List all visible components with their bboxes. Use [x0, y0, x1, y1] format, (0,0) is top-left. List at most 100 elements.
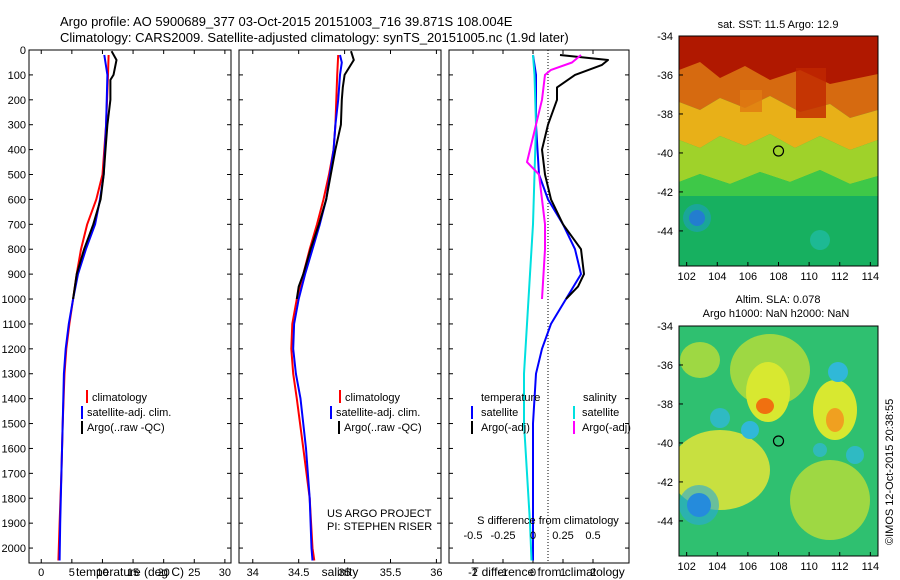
legend-satellite-label: satellite-adj. clim. [336, 407, 420, 419]
map-lon-tick-label: 110 [800, 561, 818, 573]
series-line-satellite-adj-clim- [58, 54, 109, 561]
x-tick-label: 34 [247, 567, 259, 579]
x-tick-label: 35 [338, 567, 350, 579]
salinity-legend: climatology satellite-adj. clim. Argo(..… [330, 390, 422, 434]
imos-credit: ©IMOS 12-Oct-2015 20:38:55 [884, 399, 896, 545]
depth-tick-label: 200 [8, 95, 26, 107]
temperature-difference-axis-label: T difference from climatology [471, 565, 625, 579]
salinity-difference-tick-label: 0.5 [585, 530, 600, 542]
legend-sal-argo-label: Argo(-adj) [582, 422, 631, 434]
x-tick-label: 0 [38, 567, 44, 579]
map-lat-tick-label: -42 [657, 187, 673, 199]
salinity-series [290, 50, 355, 561]
sla-map-axis-ticks: 102 104 106 108 110 112 114 -34 -36 -38 -40 -42 -44 [657, 321, 879, 573]
depth-tick-label: 100 [8, 70, 26, 82]
legend-satellite-label: satellite-adj. clim. [87, 407, 171, 419]
legend-temp-satellite-label: satellite [481, 407, 518, 419]
depth-tick-label: 600 [8, 194, 26, 206]
x-tick-label: 2 [590, 567, 596, 579]
depth-tick-label: 2000 [2, 543, 26, 555]
x-tick-label: 5 [69, 567, 75, 579]
map-lon-tick-label: 104 [708, 271, 726, 283]
x-tick-label: 20 [158, 567, 170, 579]
legend-sal-satellite-label: satellite [582, 407, 619, 419]
series-line-satellite [523, 54, 537, 561]
depth-tick-label: 500 [8, 170, 26, 182]
depth-tick-label: 800 [8, 244, 26, 256]
depth-tick-label: 1400 [2, 394, 26, 406]
series-line-satellite-adj-clim- [292, 54, 343, 561]
map-lon-tick-label: 108 [769, 561, 787, 573]
difference-plot-frame [448, 49, 630, 564]
depth-tick-label: 0 [20, 45, 26, 57]
series-line-satellite [532, 54, 582, 561]
map-lon-tick-label: 108 [769, 271, 787, 283]
sla-map-subtitle: Argo h1000: NaN h2000: NaN [703, 308, 850, 320]
temperature-axis-ticks: 0 5 10 15 20 25 30 [38, 50, 231, 579]
map-lon-tick-label: 102 [677, 271, 695, 283]
salinity-difference-tick-label: 0.25 [552, 530, 573, 542]
map-lat-tick-label: -34 [657, 321, 673, 333]
x-tick-label: 25 [188, 567, 200, 579]
x-tick-label: 34.5 [288, 567, 309, 579]
map-lon-tick-label: 114 [862, 561, 880, 573]
salinity-axis-label: salinity [322, 565, 359, 579]
temperature-plot-frame [28, 49, 232, 564]
map-lat-tick-label: -34 [657, 31, 673, 43]
series-line-argo-raw-qc- [72, 50, 118, 300]
temperature-series [57, 50, 118, 561]
x-tick-label: 15 [127, 567, 139, 579]
salinity-difference-ticks: -0.5 -0.25 0 0.25 0.5 [464, 530, 601, 542]
salinity-difference-tick-label: -0.25 [490, 530, 515, 542]
sst-heatmap [679, 36, 878, 266]
project-annotation: US ARGO PROJECT [327, 508, 432, 520]
depth-tick-label: 1300 [2, 369, 26, 381]
depth-tick-label: 1800 [2, 493, 26, 505]
x-tick-label: 0 [530, 567, 536, 579]
map-lat-tick-label: -40 [657, 438, 673, 450]
map-lon-tick-label: 102 [677, 561, 695, 573]
argo-location-marker [772, 145, 785, 157]
depth-tick-label: 1600 [2, 443, 26, 455]
depth-axis-ticks: 0 100 200 300 400 500 600 700 800 900 1000 1100 1200… [2, 45, 629, 555]
depth-tick-label: 1000 [2, 294, 26, 306]
x-tick-label: 1 [560, 567, 566, 579]
map-lon-tick-label: 104 [708, 561, 726, 573]
depth-tick-label: 900 [8, 269, 26, 281]
map-lon-tick-label: 110 [800, 271, 818, 283]
salinity-difference-axis-label: S difference from climatology [477, 515, 619, 527]
x-tick-label: 30 [219, 567, 231, 579]
sst-map-axis-ticks: 102 104 106 108 110 112 114 -34 -36 -38 -40 -42 -44 [657, 31, 879, 283]
map-lat-tick-label: -44 [657, 516, 673, 528]
depth-tick-label: 1200 [2, 344, 26, 356]
map-lon-tick-label: 106 [739, 271, 757, 283]
series-line-climatology [290, 54, 340, 561]
map-lon-tick-label: 112 [831, 561, 849, 573]
map-lon-tick-label: 112 [831, 271, 849, 283]
sst-map-title: sat. SST: 11.5 Argo: 12.9 [718, 19, 839, 31]
x-tick-label: 35.5 [380, 567, 401, 579]
depth-tick-label: 1100 [2, 319, 26, 331]
difference-axis-ticks: -2 -1 0 1 2 [468, 50, 596, 579]
salinity-difference-tick-label: 0 [530, 530, 536, 542]
map-lon-tick-label: 106 [739, 561, 757, 573]
series-line-climatology [57, 54, 110, 561]
legend-climatology-label: climatology [92, 392, 148, 404]
depth-tick-label: 1900 [2, 518, 26, 530]
map-lat-tick-label: -38 [657, 109, 673, 121]
series-line-argo-adj- [526, 54, 582, 300]
legend-argo-label: Argo(..raw -QC) [87, 422, 165, 434]
pi-annotation: PI: STEPHEN RISER [327, 521, 432, 533]
x-tick-label: 36 [430, 567, 442, 579]
argo-location-marker [772, 435, 785, 447]
header-line-1: Argo profile: AO 5900689_377 03-Oct-2015… [60, 14, 513, 29]
legend-salinity-heading: salinity [583, 392, 617, 404]
series-line-argo-adj- [541, 54, 609, 300]
sla-map-title: Altim. SLA: 0.078 [736, 294, 821, 306]
temperature-legend: climatology satellite-adj. clim. Argo(..… [81, 390, 171, 434]
salinity-difference-tick-label: -0.5 [464, 530, 483, 542]
difference-series [523, 54, 609, 561]
difference-legend: temperature satellite Argo(-adj) salinit… [471, 392, 631, 434]
depth-tick-label: 1500 [2, 419, 26, 431]
